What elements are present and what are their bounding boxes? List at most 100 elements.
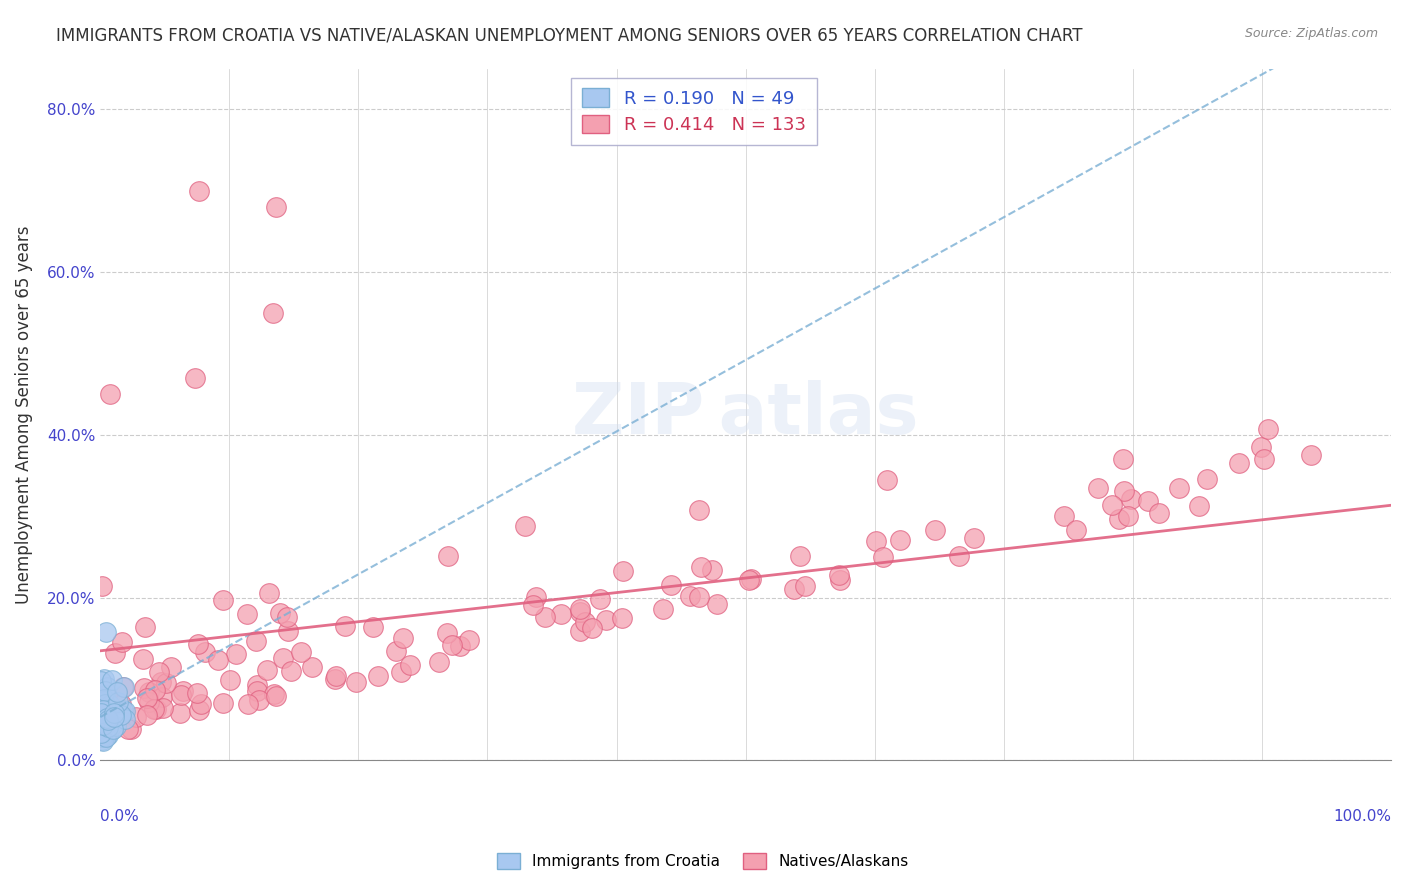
Point xyxy=(90,706,112,720)
Point xyxy=(110,635,132,649)
Point xyxy=(90,725,112,739)
Point xyxy=(872,550,894,565)
Legend: R = 0.190   N = 49, R = 0.414   N = 133: R = 0.190 N = 49, R = 0.414 N = 133 xyxy=(571,78,817,145)
Point xyxy=(91,715,114,730)
Point xyxy=(91,734,114,748)
Point xyxy=(90,674,112,689)
Point xyxy=(90,728,112,742)
Point xyxy=(172,684,194,698)
Point xyxy=(125,710,148,724)
Point xyxy=(737,573,759,587)
Point xyxy=(1064,523,1087,537)
Point xyxy=(533,610,555,624)
Point xyxy=(1116,508,1139,523)
Point xyxy=(789,549,811,564)
Point xyxy=(783,582,806,597)
Point xyxy=(225,647,247,661)
Point xyxy=(187,184,209,198)
Point xyxy=(94,730,117,744)
Point xyxy=(169,706,191,720)
Point xyxy=(90,692,112,706)
Point xyxy=(385,643,408,657)
Point xyxy=(323,672,346,686)
Point xyxy=(1087,481,1109,495)
Point xyxy=(104,719,127,733)
Point xyxy=(688,590,710,604)
Point xyxy=(207,652,229,666)
Point xyxy=(143,702,166,716)
Point xyxy=(612,564,634,578)
Point xyxy=(740,572,762,586)
Legend: Immigrants from Croatia, Natives/Alaskans: Immigrants from Croatia, Natives/Alaskan… xyxy=(491,847,915,875)
Point xyxy=(100,673,122,687)
Point xyxy=(264,200,287,214)
Point xyxy=(688,503,710,517)
Point xyxy=(90,700,112,714)
Point xyxy=(117,722,139,736)
Point xyxy=(581,621,603,635)
Point xyxy=(1149,506,1171,520)
Point xyxy=(610,611,633,625)
Point xyxy=(96,625,118,640)
Point xyxy=(110,708,132,723)
Point xyxy=(98,387,121,401)
Point xyxy=(245,684,267,698)
Point xyxy=(828,573,851,587)
Point xyxy=(194,645,217,659)
Point xyxy=(793,578,815,592)
Point xyxy=(276,610,298,624)
Point xyxy=(1108,512,1130,526)
Point xyxy=(97,720,120,734)
Point xyxy=(700,562,723,576)
Point xyxy=(948,549,970,563)
Point xyxy=(101,722,124,736)
Point xyxy=(236,697,259,711)
Point xyxy=(1257,422,1279,436)
Point xyxy=(138,696,160,710)
Point xyxy=(1112,452,1135,467)
Point xyxy=(589,591,612,606)
Point xyxy=(90,704,112,718)
Point xyxy=(114,704,136,718)
Point xyxy=(148,665,170,679)
Text: Source: ZipAtlas.com: Source: ZipAtlas.com xyxy=(1244,27,1378,40)
Point xyxy=(889,533,911,548)
Point xyxy=(155,676,177,690)
Point xyxy=(515,519,537,533)
Point xyxy=(90,578,112,592)
Point xyxy=(145,702,167,716)
Point xyxy=(150,690,173,704)
Point xyxy=(114,712,136,726)
Text: 100.0%: 100.0% xyxy=(1333,809,1391,824)
Point xyxy=(152,701,174,715)
Point xyxy=(94,729,117,743)
Point xyxy=(103,710,125,724)
Point xyxy=(184,371,207,385)
Point xyxy=(659,578,682,592)
Point xyxy=(574,615,596,629)
Point xyxy=(134,681,156,695)
Point xyxy=(93,694,115,708)
Point xyxy=(1227,456,1250,470)
Point xyxy=(190,697,212,711)
Point xyxy=(257,586,280,600)
Point xyxy=(101,718,124,732)
Point xyxy=(1197,472,1219,486)
Point xyxy=(111,703,134,717)
Point xyxy=(112,680,135,694)
Text: ZIP atlas: ZIP atlas xyxy=(572,380,920,449)
Point xyxy=(90,726,112,740)
Point xyxy=(150,674,173,689)
Point xyxy=(110,697,132,711)
Point xyxy=(103,723,125,737)
Point xyxy=(524,590,547,604)
Point xyxy=(269,606,291,620)
Point xyxy=(301,660,323,674)
Point xyxy=(97,713,120,727)
Point xyxy=(440,638,463,652)
Point xyxy=(263,687,285,701)
Point xyxy=(90,712,112,726)
Point xyxy=(1299,448,1322,462)
Point xyxy=(97,728,120,742)
Point xyxy=(277,624,299,638)
